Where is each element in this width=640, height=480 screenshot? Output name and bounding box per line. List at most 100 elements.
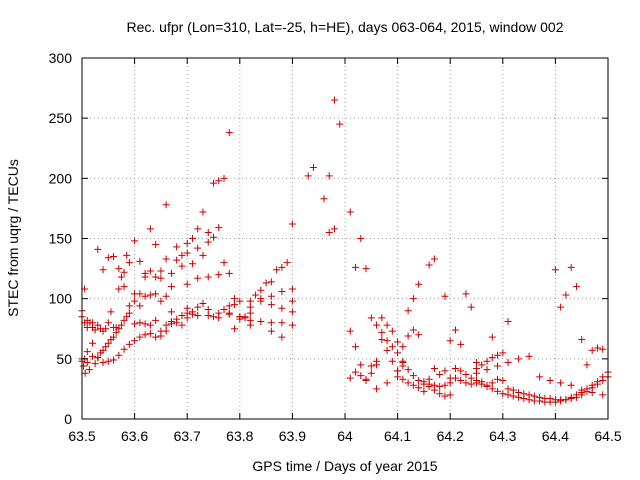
data-point: [152, 273, 160, 281]
x-tick-labels: 63.5 63.6 63.7 63.8 63.9 64 64.1 64.2 64.3 64.4 64…: [68, 428, 621, 444]
data-point: [462, 379, 470, 387]
data-point: [215, 309, 223, 317]
data-point: [420, 387, 428, 395]
data-point: [173, 256, 181, 264]
data-point: [278, 319, 286, 327]
data-point: [152, 316, 160, 324]
data-point: [425, 383, 433, 391]
data-point: [583, 361, 591, 369]
data-point: [278, 333, 286, 341]
data-point: [457, 376, 465, 384]
x-tick-label: 64.2: [437, 428, 464, 444]
data-point: [446, 337, 454, 345]
data-point: [599, 391, 607, 399]
data-point: [441, 292, 449, 300]
data-point: [115, 351, 123, 359]
data-point: [146, 291, 154, 299]
data-point: [215, 271, 223, 279]
data-point: [578, 336, 586, 344]
data-point: [325, 172, 333, 180]
data-point: [194, 225, 202, 233]
data-point: [483, 383, 491, 391]
data-point: [231, 301, 239, 309]
data-point: [494, 362, 502, 370]
data-point: [357, 372, 365, 380]
data-point: [352, 368, 360, 376]
data-point: [104, 339, 112, 347]
data-point: [383, 321, 391, 329]
data-point: [409, 372, 417, 380]
data-point: [178, 312, 186, 320]
data-point: [225, 309, 233, 317]
data-point: [473, 358, 480, 366]
data-point: [273, 266, 281, 274]
data-point: [399, 357, 407, 365]
data-point: [199, 208, 207, 216]
data-point: [110, 253, 118, 261]
data-point: [288, 220, 296, 228]
data-point: [504, 318, 512, 326]
y-tick-label: 50: [56, 351, 72, 367]
data-point: [562, 291, 570, 299]
data-point: [352, 343, 360, 351]
data-point: [399, 375, 407, 383]
x-tick-label: 64: [337, 428, 353, 444]
data-point: [383, 337, 391, 345]
data-point: [494, 351, 502, 359]
data-point: [467, 303, 475, 311]
data-point: [478, 380, 486, 388]
data-point: [499, 349, 507, 357]
data-point: [509, 392, 517, 400]
data-point: [267, 319, 275, 327]
data-point: [288, 308, 296, 316]
data-point: [152, 241, 160, 249]
data-point: [157, 274, 165, 282]
data-point: [152, 290, 160, 298]
data-point: [225, 269, 233, 277]
data-point: [373, 385, 381, 393]
data-point: [525, 391, 533, 399]
data-point: [123, 251, 131, 259]
data-point: [231, 325, 239, 333]
data-point: [246, 321, 254, 329]
data-point: [252, 291, 260, 299]
data-point: [562, 396, 570, 404]
data-point: [467, 374, 475, 382]
data-point: [204, 238, 212, 246]
data-point: [94, 321, 102, 329]
data-point: [278, 287, 286, 295]
data-point: [267, 327, 275, 335]
data-point: [288, 297, 296, 305]
data-point: [546, 395, 554, 403]
data-point: [404, 379, 412, 387]
data-point: [367, 362, 375, 370]
plot-frame: [81, 57, 609, 420]
data-point: [578, 386, 586, 394]
data-point: [378, 336, 386, 344]
data-point: [157, 297, 165, 305]
data-point: [488, 333, 496, 341]
data-point: [162, 201, 170, 209]
data-point: [320, 195, 328, 203]
data-point: [430, 364, 438, 372]
data-point: [362, 375, 370, 383]
data-point: [357, 235, 365, 242]
data-point: [473, 376, 480, 384]
data-point: [267, 301, 275, 309]
data-point: [131, 297, 139, 305]
data-point: [446, 391, 454, 399]
data-point: [194, 312, 202, 320]
y-tick-label: 300: [49, 50, 73, 66]
y-tick-label: 200: [49, 170, 73, 186]
data-point: [110, 333, 118, 341]
x-tick-label: 63.5: [68, 428, 95, 444]
y-tick-label: 0: [64, 411, 72, 427]
data-point: [504, 385, 512, 393]
data-point: [378, 328, 386, 336]
data-point: [309, 164, 317, 172]
data-point: [162, 292, 170, 300]
data-point: [141, 292, 149, 300]
data-point: [404, 332, 412, 340]
data-point: [85, 366, 93, 374]
data-point: [362, 265, 370, 273]
